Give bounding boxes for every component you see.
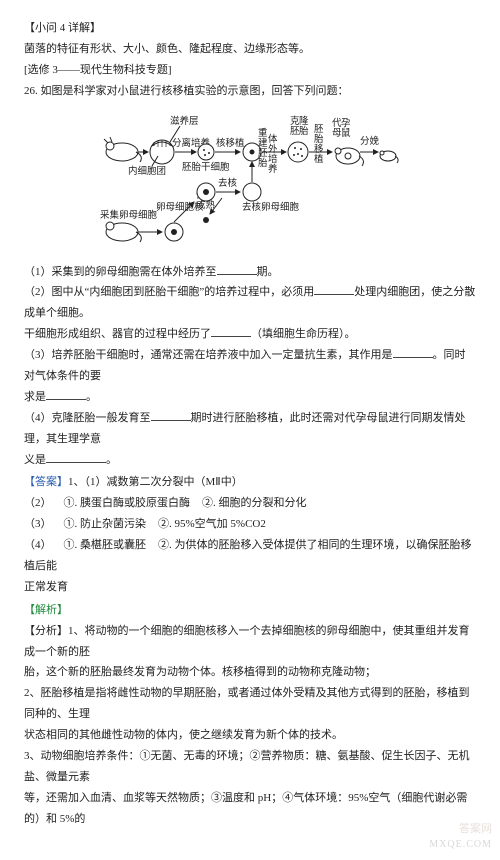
a3-1: 防止杂菌污染 <box>80 518 146 530</box>
watermark-url: MXQE.COM <box>429 835 492 854</box>
a1: （1）减数第二次分裂中（MⅡ中） <box>85 476 243 488</box>
analysis-p3b: 等，还需加入血清、血浆等天然物质；③温度和 pH；④气体环境：95%空气（细胞代… <box>24 788 476 830</box>
blank <box>151 410 191 421</box>
clone-embryo-icon <box>288 142 308 162</box>
label-ivc-l3: 培 <box>268 153 278 165</box>
q2-d: （填细胞生命历程）。 <box>251 328 356 340</box>
a2-2-num: ②. <box>202 497 216 509</box>
q3-l1: （3）培养胚胎干细胞时，通常还需在培养液中加入一定量抗生素，其作用是。同时对气体… <box>24 345 476 387</box>
q1: （1）采集到的卵母细胞需在体外培养至 期。 <box>24 262 476 283</box>
blank <box>211 326 251 337</box>
label-surrogate-l2: 孕 <box>341 118 351 129</box>
q3-l2: 求是 。 <box>24 387 476 408</box>
label-reconstruct-l3: 胚 <box>258 148 268 159</box>
a4-1-num: ①. <box>64 539 78 551</box>
label-ivc-l1: 体 <box>268 133 278 145</box>
label-reconstruct-l1: 重 <box>258 127 268 139</box>
answer-line-1: 【答案】1、（1）减数第二次分裂中（MⅡ中） <box>24 472 476 493</box>
q4-c: 义是 <box>24 454 46 466</box>
blank <box>46 452 106 463</box>
analysis-p2b: 状态相同的其他雌性动物的体内，使之继续发育为新个体的技术。 <box>24 725 476 746</box>
sub-q4-text: 菌落的特征有形状、大小、颜色、隆起程度、边缘形态等。 <box>24 39 476 60</box>
blank <box>314 285 354 296</box>
analysis-p1: 【分析】1、将动物的一个细胞的细胞核移入一个去掉细胞核的卵母细胞中，使其重组并发… <box>24 621 476 663</box>
label-nuclear-transfer: 核移植 <box>216 137 245 149</box>
label-reconstruct-l2: 建 <box>258 137 268 149</box>
label-nourish: 滋养层 <box>170 115 199 127</box>
answer-line-3: （3） ①. 防止杂菌污染 ②. 95%空气加 5%CO2 <box>24 514 476 535</box>
surrogate-mouse-icon <box>335 148 363 166</box>
answer-line-4b: 正常发育 <box>24 577 476 598</box>
a4-2-num: ②. <box>158 539 172 551</box>
label-clone-l2: 隆 <box>299 115 309 127</box>
analysis-p2: 2、胚胎移植是指将雌性动物的早期胚胎，或者通过体外受精及其他方式得到的胚胎，移植… <box>24 683 476 725</box>
blank <box>46 389 86 400</box>
elective-title: [选修 3——现代生物科技专题] <box>24 60 476 81</box>
q4-l1: （4）克隆胚胎一般发育至期时进行胚胎移植，此时还需对代孕母鼠进行同期发情处理，其… <box>24 408 476 450</box>
q4-a: （4）克隆胚胎一般发育至 <box>24 412 151 424</box>
analysis-p1b: 胎，这个新的胚胎最终发育为动物个体。核移植得到的动物称克隆动物； <box>24 662 476 683</box>
label-enucleation: 去核 <box>218 177 238 189</box>
analysis-p3: 3、动物细胞培养条件：①无菌、无毒的环境；②营养物质：糖、氨基酸、促生长因子、无… <box>24 746 476 788</box>
label-icm: 内细胞团 <box>128 165 166 177</box>
label-et-l2: 胎 <box>314 133 324 145</box>
enucleated-oocyte-icon <box>243 183 261 201</box>
q2-c: 干细胞形成组织、器官的过程中经历了 <box>24 328 211 340</box>
label-collect-oocyte: 采集卵母细胞 <box>100 209 158 221</box>
a4-1: 桑椹胚或囊胚 <box>80 539 146 551</box>
offspring-mouse-icon <box>380 151 398 163</box>
label-esc: 胚胎干细胞 <box>182 161 230 173</box>
label-surrogate-l4: 鼠 <box>341 127 351 139</box>
a1-num: 1、 <box>68 476 85 488</box>
label-oocyte-nucleus: 卵母细胞核 <box>156 201 204 213</box>
q1-a: （1）采集到的卵母细胞需在体外培养至 <box>24 266 217 278</box>
a3-2-num: ②. <box>158 518 172 530</box>
q1-b: 期。 <box>257 266 279 278</box>
figure-svg: 滋养层 内细胞团 分离培养 胚胎干细胞 核移植 重 建 胚 胎 体 外 培 养 … <box>100 106 400 256</box>
blank <box>217 264 257 275</box>
a2-1: 胰蛋白酶或胶原蛋白酶 <box>80 497 190 509</box>
esc-icon <box>198 144 214 160</box>
a2-num: （2） <box>24 497 52 509</box>
label-et-l3: 移 <box>314 143 324 155</box>
label-enucleated: 去核卵母细胞 <box>242 201 300 213</box>
a3-num: （3） <box>24 518 52 530</box>
nucleus-icon <box>203 217 209 223</box>
oocyte-donor-mouse-icon <box>106 222 141 242</box>
analysis-label: 【解析】 <box>24 604 68 616</box>
nuclear-transfer-figure: 滋养层 内细胞团 分离培养 胚胎干细胞 核移植 重 建 胚 胎 体 外 培 养 … <box>100 106 400 256</box>
a3-1-num: ①. <box>64 518 78 530</box>
answer-label: 【答案】 <box>24 476 68 488</box>
answer-line-4: （4）①. 桑椹胚或囊胚②. 为供体的胚胎移入受体提供了相同的生理环境，以确保胚… <box>24 535 476 577</box>
sub-q4-header: 【小问 4 详解】 <box>24 18 476 39</box>
label-et-l4: 植 <box>314 153 324 165</box>
q3-c: 求是 <box>24 391 46 403</box>
q2-a: （2）图中从“内细胞团到胚胎干细胞”的培养过程中，必须用 <box>24 286 314 298</box>
label-reconstruct-l4: 胎 <box>258 157 268 169</box>
label-ivc-l2: 外 <box>268 143 278 155</box>
a2-1-num: ①. <box>64 497 78 509</box>
blank <box>393 347 433 358</box>
label-ivc-l4: 养 <box>268 163 278 175</box>
label-et-l1: 胚 <box>314 124 324 135</box>
blastocyst-icon <box>150 140 174 164</box>
a4-num: （4） <box>24 539 52 551</box>
donor-mouse-icon <box>104 137 141 162</box>
analysis-label-line: 【解析】 <box>24 600 476 621</box>
a2-2: 细胞的分裂和分化 <box>219 497 307 509</box>
q26-lead: 26. 如图是科学家对小鼠进行核移植实验的示意图，回答下列问题： <box>24 81 476 102</box>
q3-a: （3）培养胚胎干细胞时，通常还需在培养液中加入一定量抗生素，其作用是 <box>24 349 393 361</box>
label-birth: 分娩 <box>360 135 380 147</box>
q4-d: 。 <box>106 454 117 466</box>
q2-l2: 干细胞形成组织、器官的过程中经历了 （填细胞生命历程）。 <box>24 324 476 345</box>
q4-l2: 义是 。 <box>24 450 476 471</box>
q3-d: 。 <box>86 391 97 403</box>
a3-2: 95%空气加 5%CO2 <box>175 518 266 530</box>
answer-line-2: （2） ①. 胰蛋白酶或胶原蛋白酶 ②. 细胞的分裂和分化 <box>24 493 476 514</box>
label-clone-l4: 胎 <box>299 125 309 137</box>
q2-l1: （2）图中从“内细胞团到胚胎干细胞”的培养过程中，必须用处理内细胞团，使之分散成… <box>24 282 476 324</box>
